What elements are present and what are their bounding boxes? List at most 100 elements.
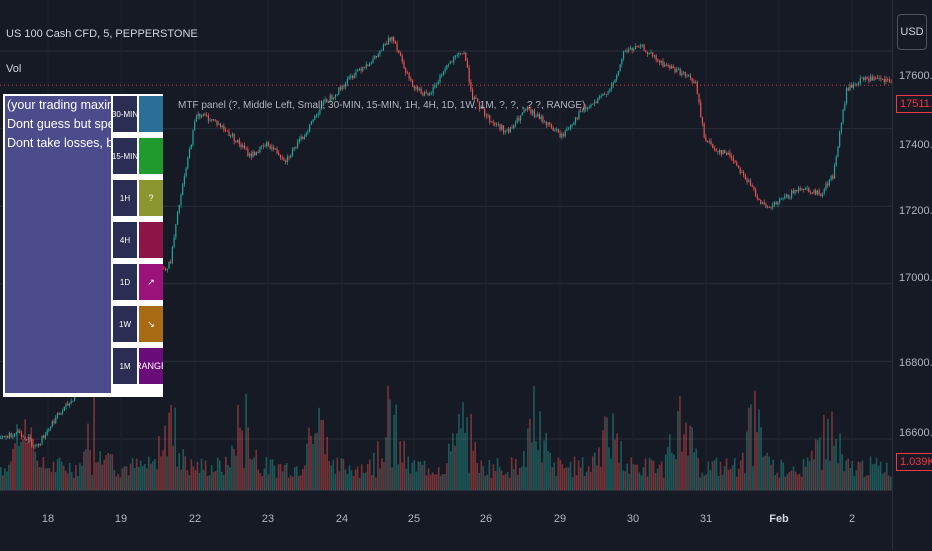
volume-bar — [48, 468, 51, 490]
volume-bar — [508, 477, 511, 490]
time-tick: 23 — [261, 513, 275, 525]
volume-bar — [827, 418, 829, 490]
candle-body — [552, 127, 554, 131]
candle-body — [760, 199, 762, 205]
volume-bar — [107, 453, 110, 490]
volume-bar — [593, 452, 596, 490]
volume-bar — [559, 459, 562, 490]
candle-body — [715, 148, 717, 151]
timeframe-cell-1h: 1H — [113, 180, 137, 216]
candle-body — [727, 152, 729, 155]
candle-body — [367, 64, 369, 67]
volume-bar — [202, 469, 205, 490]
candle-body — [230, 135, 232, 137]
symbol-title[interactable]: US 100 Cash CFD, 5, PEPPERSTONE — [6, 28, 198, 40]
volume-bar — [539, 411, 541, 490]
candle-body — [514, 122, 517, 126]
candle-body — [293, 147, 295, 150]
volume-bar — [93, 395, 95, 490]
volume-bar — [265, 456, 268, 490]
candle-body — [528, 107, 530, 110]
volume-bar — [853, 476, 856, 490]
candle-body — [43, 435, 45, 438]
volume-bar — [417, 461, 420, 490]
candle-body — [480, 106, 482, 109]
volume-bar — [184, 456, 187, 490]
candle-body — [315, 114, 318, 117]
candle-body — [525, 109, 527, 111]
volume-bar — [182, 449, 185, 490]
volume-bar — [160, 456, 162, 490]
volume-bar — [873, 463, 876, 490]
volume-bar — [119, 477, 122, 490]
volume-bar — [758, 409, 760, 490]
candle-body — [482, 106, 484, 110]
volume-bar — [99, 451, 101, 490]
volume-bar — [253, 457, 256, 490]
candle-body — [13, 433, 16, 437]
volume-bar — [259, 473, 262, 490]
candle-body — [789, 197, 791, 199]
candle-body — [406, 72, 409, 74]
volume-bar — [206, 476, 209, 490]
candle-body — [207, 115, 210, 121]
volume-bar — [324, 454, 326, 490]
candle-body — [839, 131, 841, 147]
volume-bar — [792, 466, 795, 490]
volume-bar — [186, 470, 189, 490]
candle-body — [549, 122, 551, 125]
volume-bar — [537, 450, 539, 490]
volume-bar — [231, 445, 233, 490]
volume-bar — [677, 410, 679, 490]
currency-button[interactable]: USD — [897, 14, 927, 50]
volume-bar — [22, 438, 24, 490]
volume-bar — [340, 458, 343, 490]
volume-bar — [638, 472, 641, 490]
candle-body — [813, 190, 815, 194]
volume-bar — [131, 458, 134, 490]
candle-body — [785, 194, 788, 196]
volume-bar — [145, 468, 148, 490]
candle-body — [868, 78, 870, 82]
candle-body — [679, 68, 681, 76]
time-axis[interactable]: 18 19 22 23 24 25 26 29 30 31 Feb 2 — [0, 490, 892, 551]
volume-bar — [421, 464, 424, 490]
candle-body — [885, 78, 887, 83]
volume-bar — [354, 469, 357, 490]
volume-bar — [729, 468, 732, 490]
time-tick: 29 — [553, 513, 567, 525]
candle-body — [593, 102, 595, 104]
volume-bar — [267, 474, 270, 490]
volume-bar — [220, 471, 223, 490]
candle-body — [703, 123, 705, 138]
candle-body — [393, 36, 395, 42]
candle-body — [235, 141, 237, 143]
candle-body — [240, 144, 242, 148]
candle-body — [224, 129, 227, 131]
volume-bar — [366, 464, 369, 490]
candle-body — [331, 95, 333, 100]
candle-body — [744, 174, 746, 180]
time-tick: 30 — [626, 513, 640, 525]
candle-body — [67, 403, 69, 406]
candle-body — [820, 194, 822, 197]
volume-bar — [557, 457, 560, 490]
candle-body — [74, 393, 76, 401]
candle-body — [290, 155, 292, 158]
candle-body — [458, 53, 460, 55]
candle-body — [743, 172, 745, 175]
volume-bar — [212, 471, 215, 490]
volume-indicator-label[interactable]: Vol — [6, 63, 22, 75]
volume-bar — [16, 424, 18, 490]
volume-bar — [512, 469, 515, 490]
candle-body — [218, 123, 220, 125]
volume-bar — [42, 456, 45, 490]
volume-bar — [715, 457, 718, 490]
candle-body — [394, 41, 396, 44]
volume-bar — [713, 460, 716, 490]
candle-body — [288, 156, 290, 158]
candle-body — [401, 55, 403, 62]
volume-bar — [614, 439, 616, 490]
candle-body — [362, 67, 364, 71]
mtf-indicator-label[interactable]: MTF panel (?, Middle Left, Small, 30-MIN… — [178, 100, 586, 111]
